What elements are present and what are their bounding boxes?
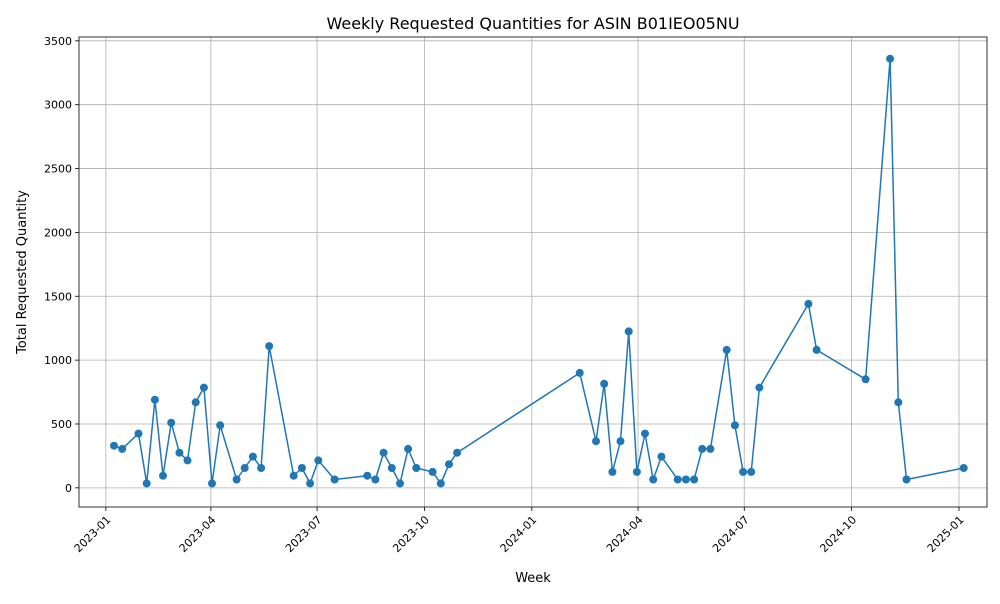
y-tick-label: 2500 [44, 163, 72, 176]
data-point [265, 342, 274, 351]
data-point [600, 379, 609, 388]
y-axis-label: Total Requested Quantity [15, 190, 30, 355]
data-point [812, 345, 821, 354]
data-point [110, 441, 118, 450]
data-point [575, 368, 584, 377]
data-point [159, 471, 167, 480]
ticks: 2023-01 2023-04 2023-07 2023-10 2024-01 2024-… [44, 35, 967, 555]
data-point [248, 452, 257, 461]
data-point [412, 464, 421, 472]
x-tick-label: 2024-07 [710, 513, 752, 555]
x-axis-label: Week [515, 571, 551, 586]
data-point [690, 475, 699, 484]
data-point [592, 437, 600, 446]
y-tick-label: 1500 [44, 290, 72, 303]
data-point [118, 444, 127, 453]
data-point [167, 418, 176, 427]
data-point [616, 437, 625, 446]
data-point [681, 475, 690, 484]
data-point [240, 464, 249, 472]
series [110, 54, 968, 488]
data-point [183, 456, 192, 465]
data-point [641, 429, 649, 438]
data-point [649, 475, 658, 484]
y-tick-label: 0 [65, 482, 72, 495]
data-point [142, 479, 151, 488]
data-point [730, 421, 739, 430]
y-tick-label: 3500 [44, 35, 72, 48]
data-point [289, 471, 298, 480]
data-point [232, 475, 241, 484]
grid [79, 37, 987, 507]
data-point [208, 479, 216, 488]
data-point [330, 475, 339, 484]
y-tick-label: 3000 [44, 99, 72, 112]
y-tick-label: 2000 [44, 226, 72, 239]
data-point [175, 448, 184, 457]
data-point [134, 429, 143, 438]
data-point [257, 464, 266, 472]
data-point [608, 467, 617, 476]
data-point [428, 467, 437, 476]
data-point [739, 467, 748, 476]
data-point [894, 398, 903, 407]
data-point [404, 444, 413, 453]
plot-frame [78, 36, 988, 508]
data-point [624, 327, 633, 336]
data-point [673, 475, 682, 484]
data-point [379, 448, 388, 457]
y-tick-label: 500 [51, 418, 72, 431]
data-point [216, 421, 225, 430]
data-point [314, 456, 323, 465]
data-point [722, 345, 731, 354]
data-point [387, 464, 396, 472]
data-point [306, 479, 315, 488]
data-point [363, 471, 372, 480]
data-point [371, 475, 380, 484]
data-point [191, 398, 200, 407]
data-point [886, 54, 895, 63]
data-point [959, 464, 968, 472]
x-tick-label: 2023-07 [283, 513, 325, 555]
x-tick-label: 2023-10 [390, 513, 432, 555]
data-point [804, 299, 813, 308]
data-point [199, 383, 208, 392]
data-point [150, 395, 159, 404]
axes [78, 36, 988, 508]
series-line [113, 57, 964, 485]
data-point [706, 444, 715, 453]
data-point [902, 475, 911, 484]
data-point [747, 467, 756, 476]
data-point [297, 464, 306, 472]
x-tick-label: 2023-04 [177, 513, 219, 555]
x-tick-label: 2024-04 [604, 513, 646, 555]
y-tick-label: 1000 [44, 354, 72, 367]
chart-title: Weekly Requested Quantities for ASIN B01… [326, 14, 739, 33]
x-tick-label: 2023-01 [72, 513, 114, 555]
data-point [698, 444, 707, 453]
data-point [453, 448, 462, 457]
data-point [396, 479, 404, 488]
x-tick-label: 2024-01 [498, 513, 540, 555]
data-point [445, 460, 453, 469]
data-point [861, 375, 870, 384]
x-tick-label: 2025-01 [925, 513, 967, 555]
data-point [657, 452, 666, 461]
data-point [755, 383, 764, 392]
data-point [436, 479, 445, 488]
x-tick-label: 2024-10 [817, 513, 859, 555]
data-point [632, 467, 641, 476]
